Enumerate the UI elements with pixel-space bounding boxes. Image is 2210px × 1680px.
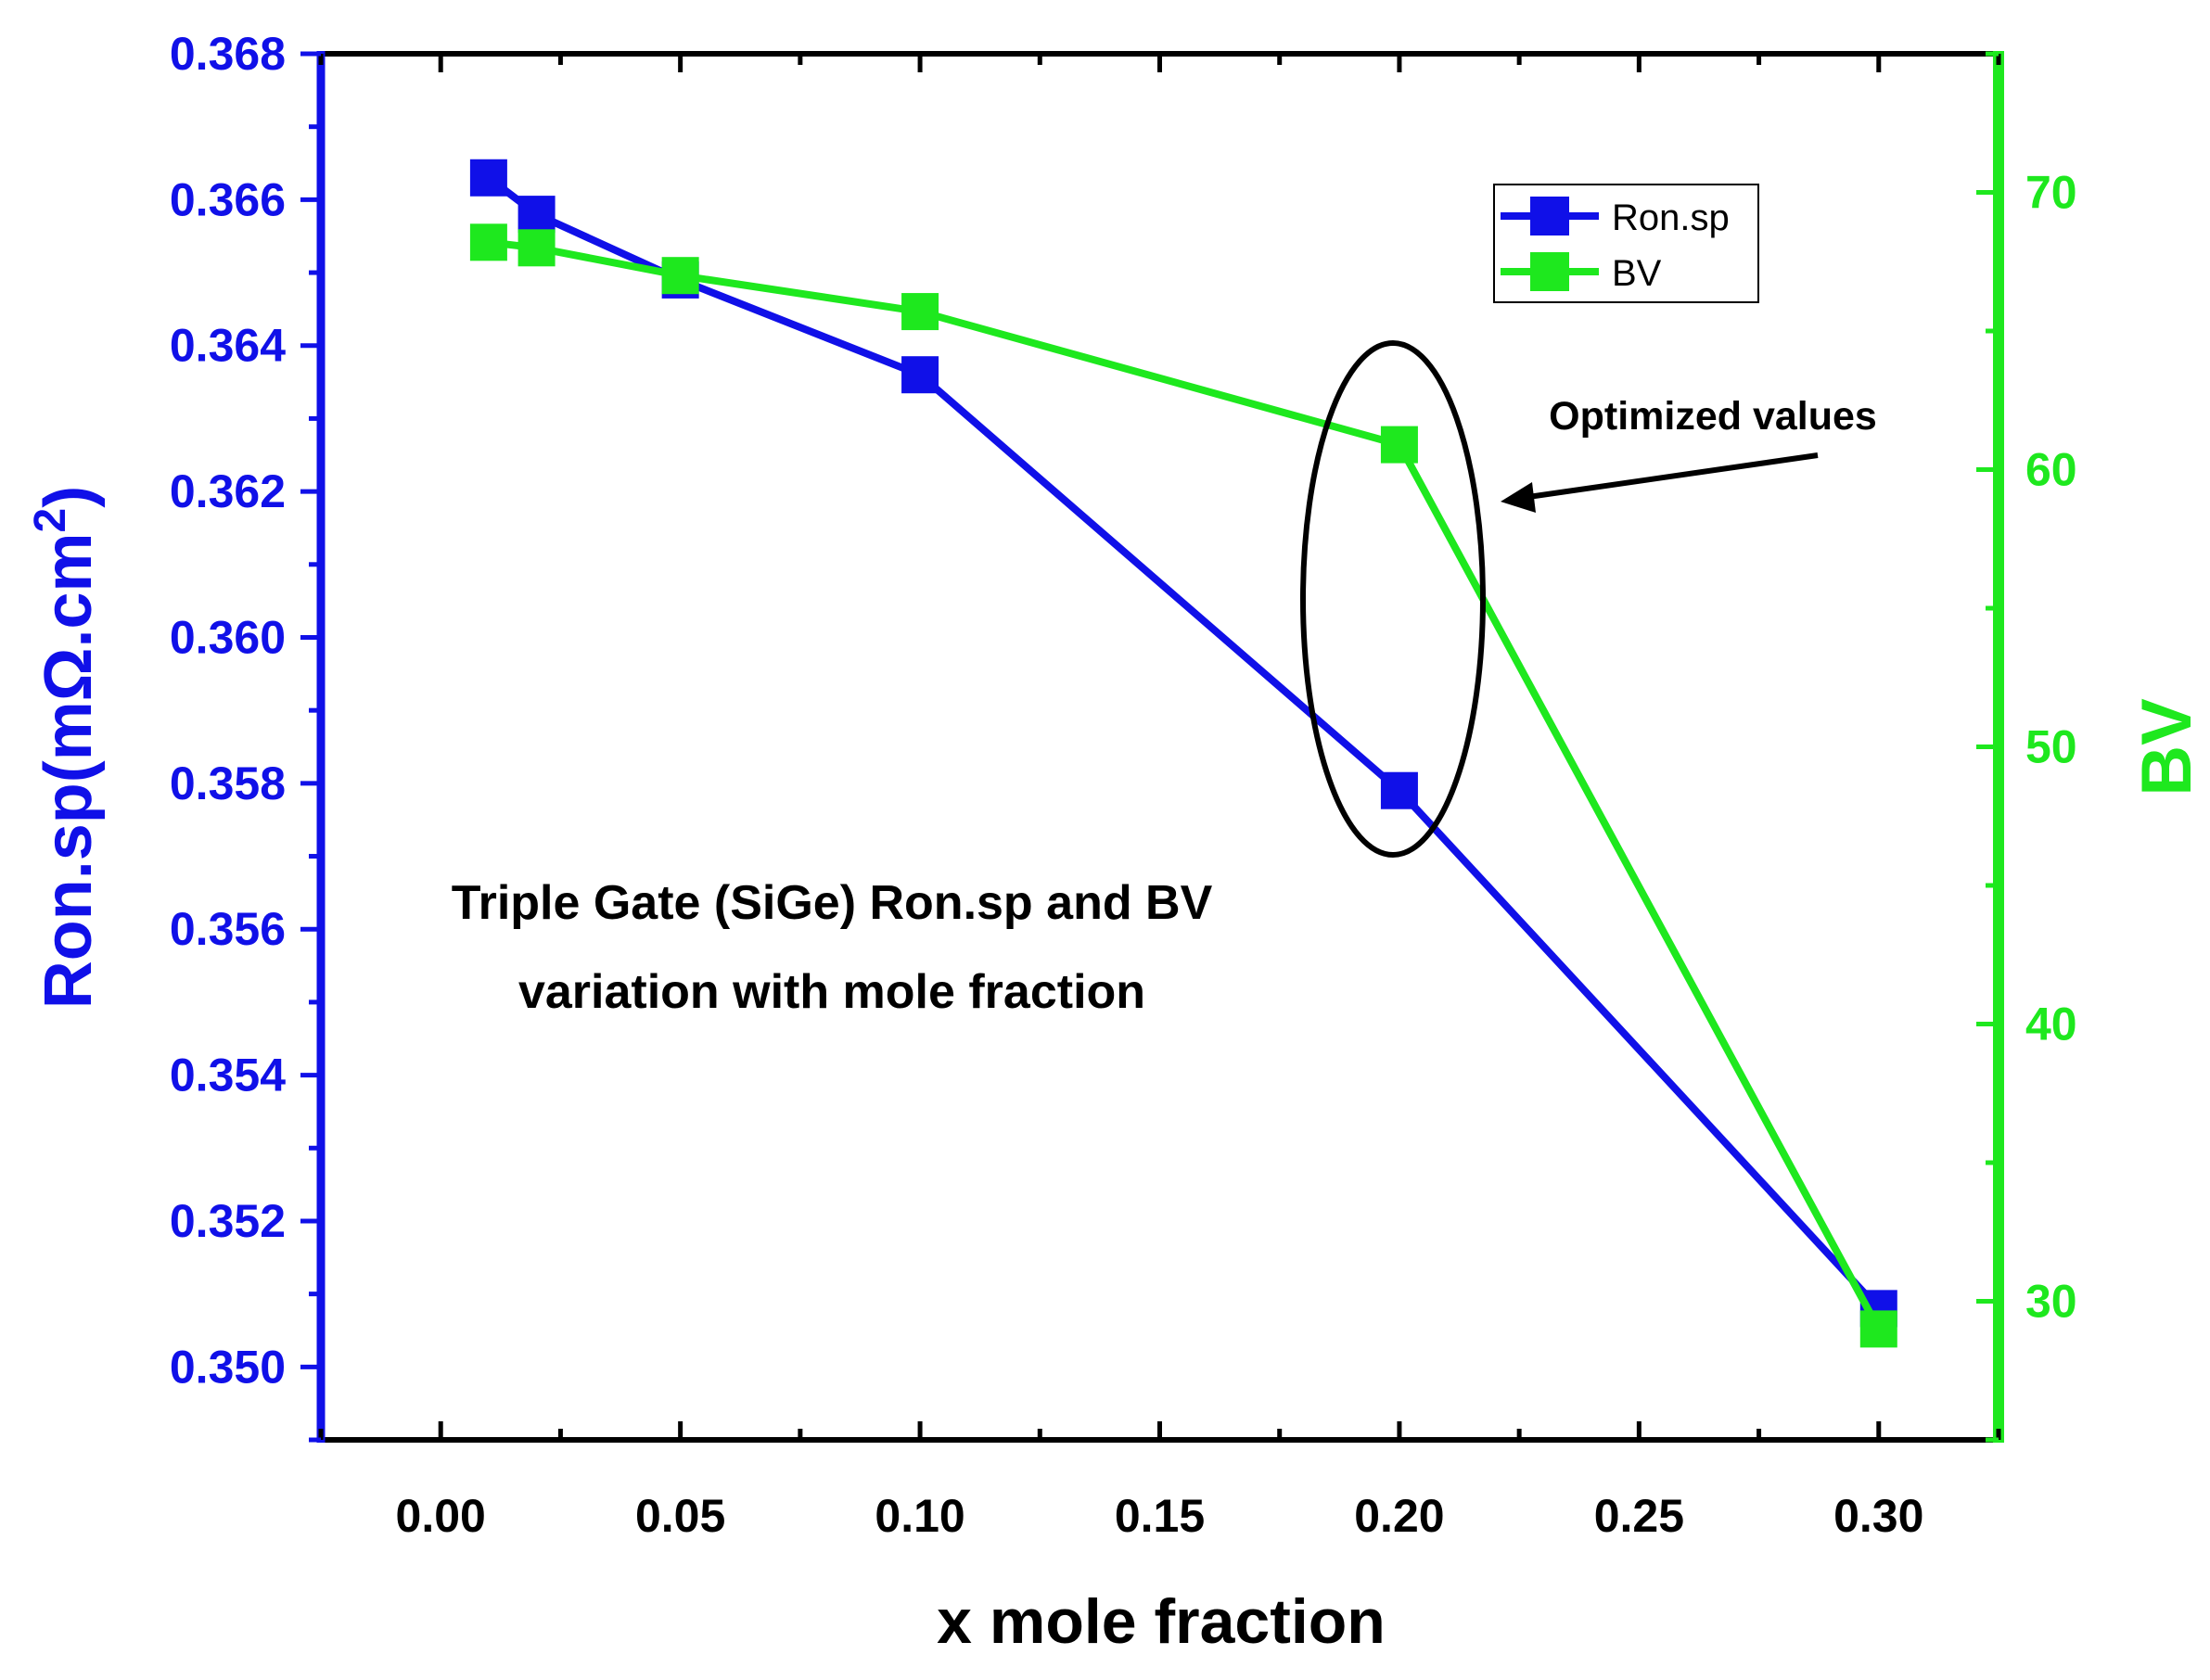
right-y-axis-title: BV bbox=[2127, 698, 2206, 796]
left-y-axis-title: Ron.sp(mΩ.cm2) bbox=[26, 486, 106, 1009]
x-axis-title: x mole fraction bbox=[937, 1586, 1386, 1657]
legend-bv-label: BV bbox=[1612, 253, 1662, 294]
left-y-tick-label: 0.360 bbox=[170, 611, 286, 663]
right-y-tick-label: 60 bbox=[2025, 444, 2077, 496]
data-series bbox=[469, 159, 1897, 1348]
left-y-tick-label: 0.368 bbox=[170, 28, 286, 80]
x-tick-label: 0.10 bbox=[875, 1490, 964, 1542]
left-y-tick-label: 0.362 bbox=[170, 465, 286, 517]
axis-tick-labels: 0.00 0.05 0.10 0.15 0.20 0.25 0.30 0.350 0.352 0.… bbox=[170, 28, 2077, 1542]
left-y-tick-label: 0.366 bbox=[170, 173, 286, 225]
left-y-tick-label: 0.354 bbox=[170, 1050, 286, 1101]
legend: Ron.sp BV bbox=[1493, 184, 1759, 303]
x-tick-label: 0.15 bbox=[1115, 1490, 1205, 1542]
x-tick-label: 0.30 bbox=[1833, 1490, 1923, 1542]
x-tick-label: 0.25 bbox=[1594, 1490, 1684, 1542]
series-marker-ron-sp bbox=[469, 159, 507, 197]
x-tick-label: 0.00 bbox=[396, 1490, 486, 1542]
series-marker-bv bbox=[1380, 426, 1418, 464]
right-y-tick-label: 40 bbox=[2025, 999, 2077, 1050]
left-y-axis-title-main: Ron.sp(mΩ.cm bbox=[32, 532, 106, 1009]
left-y-tick-label: 0.356 bbox=[170, 903, 286, 955]
x-tick-label: 0.05 bbox=[635, 1490, 725, 1542]
chart-title-line-2: variation with mole fraction bbox=[518, 965, 1145, 1019]
legend-bv-marker bbox=[1530, 252, 1569, 291]
left-y-axis-title-superscript: 2 bbox=[26, 508, 75, 533]
left-y-tick-label: 0.352 bbox=[170, 1195, 286, 1247]
axis-ticks bbox=[300, 51, 2001, 1443]
annotation-arrow-head bbox=[1501, 482, 1536, 513]
left-y-tick-label: 0.350 bbox=[170, 1341, 286, 1393]
series-marker-bv bbox=[1859, 1310, 1897, 1348]
left-y-tick-label: 0.364 bbox=[170, 320, 286, 372]
series-marker-bv bbox=[661, 257, 699, 295]
series-marker-bv bbox=[469, 223, 507, 261]
annotation-text: Optimized values bbox=[1549, 394, 1877, 439]
left-y-tick-label: 0.358 bbox=[170, 757, 286, 809]
annotation-arrow-line bbox=[1527, 452, 1819, 500]
series-line-ron-sp bbox=[486, 174, 1882, 1312]
optimized-values-ellipse bbox=[1300, 340, 1486, 858]
chart-title-line-1: Triple Gate (SiGe) Ron.sp and BV bbox=[452, 876, 1213, 930]
series-marker-ron-sp bbox=[901, 356, 939, 394]
legend-ron-label: Ron.sp bbox=[1612, 197, 1730, 238]
series-marker-ron-sp bbox=[1380, 771, 1418, 809]
left-y-axis-title-close: ) bbox=[32, 486, 106, 508]
x-tick-label: 0.20 bbox=[1354, 1490, 1444, 1542]
right-y-tick-label: 50 bbox=[2025, 721, 2077, 773]
series-marker-bv bbox=[517, 229, 556, 267]
series-marker-ron-sp bbox=[517, 196, 556, 234]
legend-ron-marker bbox=[1530, 197, 1569, 235]
series-marker-bv bbox=[901, 293, 939, 331]
right-y-tick-label: 30 bbox=[2025, 1276, 2077, 1328]
right-y-tick-label: 70 bbox=[2025, 167, 2077, 219]
